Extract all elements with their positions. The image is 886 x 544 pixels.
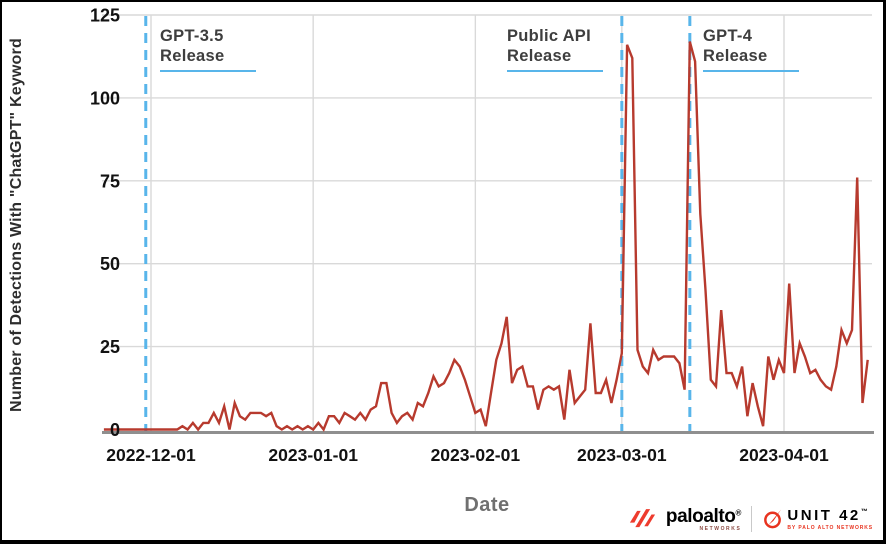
trademark-mark: ™ (860, 508, 868, 516)
x-tick-label: 2023-03-01 (577, 445, 667, 465)
annotation-label-line2: Release (703, 47, 768, 65)
annotation-gpt35-release: GPT-3.5 Release (160, 26, 256, 72)
x-tick-label: 2023-04-01 (739, 445, 829, 465)
annotation-public-api-release: Public API Release (507, 26, 603, 72)
annotation-label-line1: GPT-3.5 (160, 27, 224, 45)
registered-mark: ® (735, 508, 742, 518)
footer-logos: paloalto® NETWORKS UNIT 42™ BY PALO ALTO… (629, 502, 873, 536)
y-axis-title: Number of Detections With "ChatGPT" Keyw… (8, 38, 25, 412)
annotation-underline (703, 70, 799, 72)
annotation-label-line2: Release (507, 47, 572, 65)
unit42-logo-icon (764, 509, 782, 529)
y-tick-label: 0 (110, 420, 120, 440)
y-tick-label: 75 (100, 171, 120, 191)
x-tick-label: 2022-12-01 (106, 445, 196, 465)
y-tick-label: 125 (90, 6, 120, 26)
palo-alto-wordmark: paloalto® NETWORKS (666, 507, 742, 532)
x-axis-title: Date (464, 494, 510, 516)
data-line (103, 41, 869, 432)
unit42-name: UNIT 42 (787, 506, 861, 524)
annotation-label-line1: GPT-4 (703, 27, 753, 45)
annotation-label-line2: Release (160, 47, 225, 65)
annotation-label-line1: Public API (507, 27, 591, 45)
annotation-underline (160, 70, 256, 72)
y-tick-label: 100 (90, 88, 120, 108)
logo-divider (751, 506, 753, 532)
annotation-gpt4-release: GPT-4 Release (703, 26, 799, 72)
palo-alto-name: paloalto (665, 505, 736, 527)
palo-alto-networks-subtext: NETWORKS (699, 525, 742, 532)
palo-alto-logo-icon (629, 509, 655, 528)
annotation-underline (507, 70, 603, 72)
y-tick-label: 25 (100, 337, 120, 357)
unit42-subtext: BY PALO ALTO NETWORKS (787, 524, 873, 531)
x-tick-label: 2023-02-01 (431, 445, 521, 465)
unit42-wordmark: UNIT 42™ BY PALO ALTO NETWORKS (787, 508, 873, 531)
y-tick-label: 50 (100, 254, 120, 274)
x-tick-label: 2023-01-01 (268, 445, 358, 465)
